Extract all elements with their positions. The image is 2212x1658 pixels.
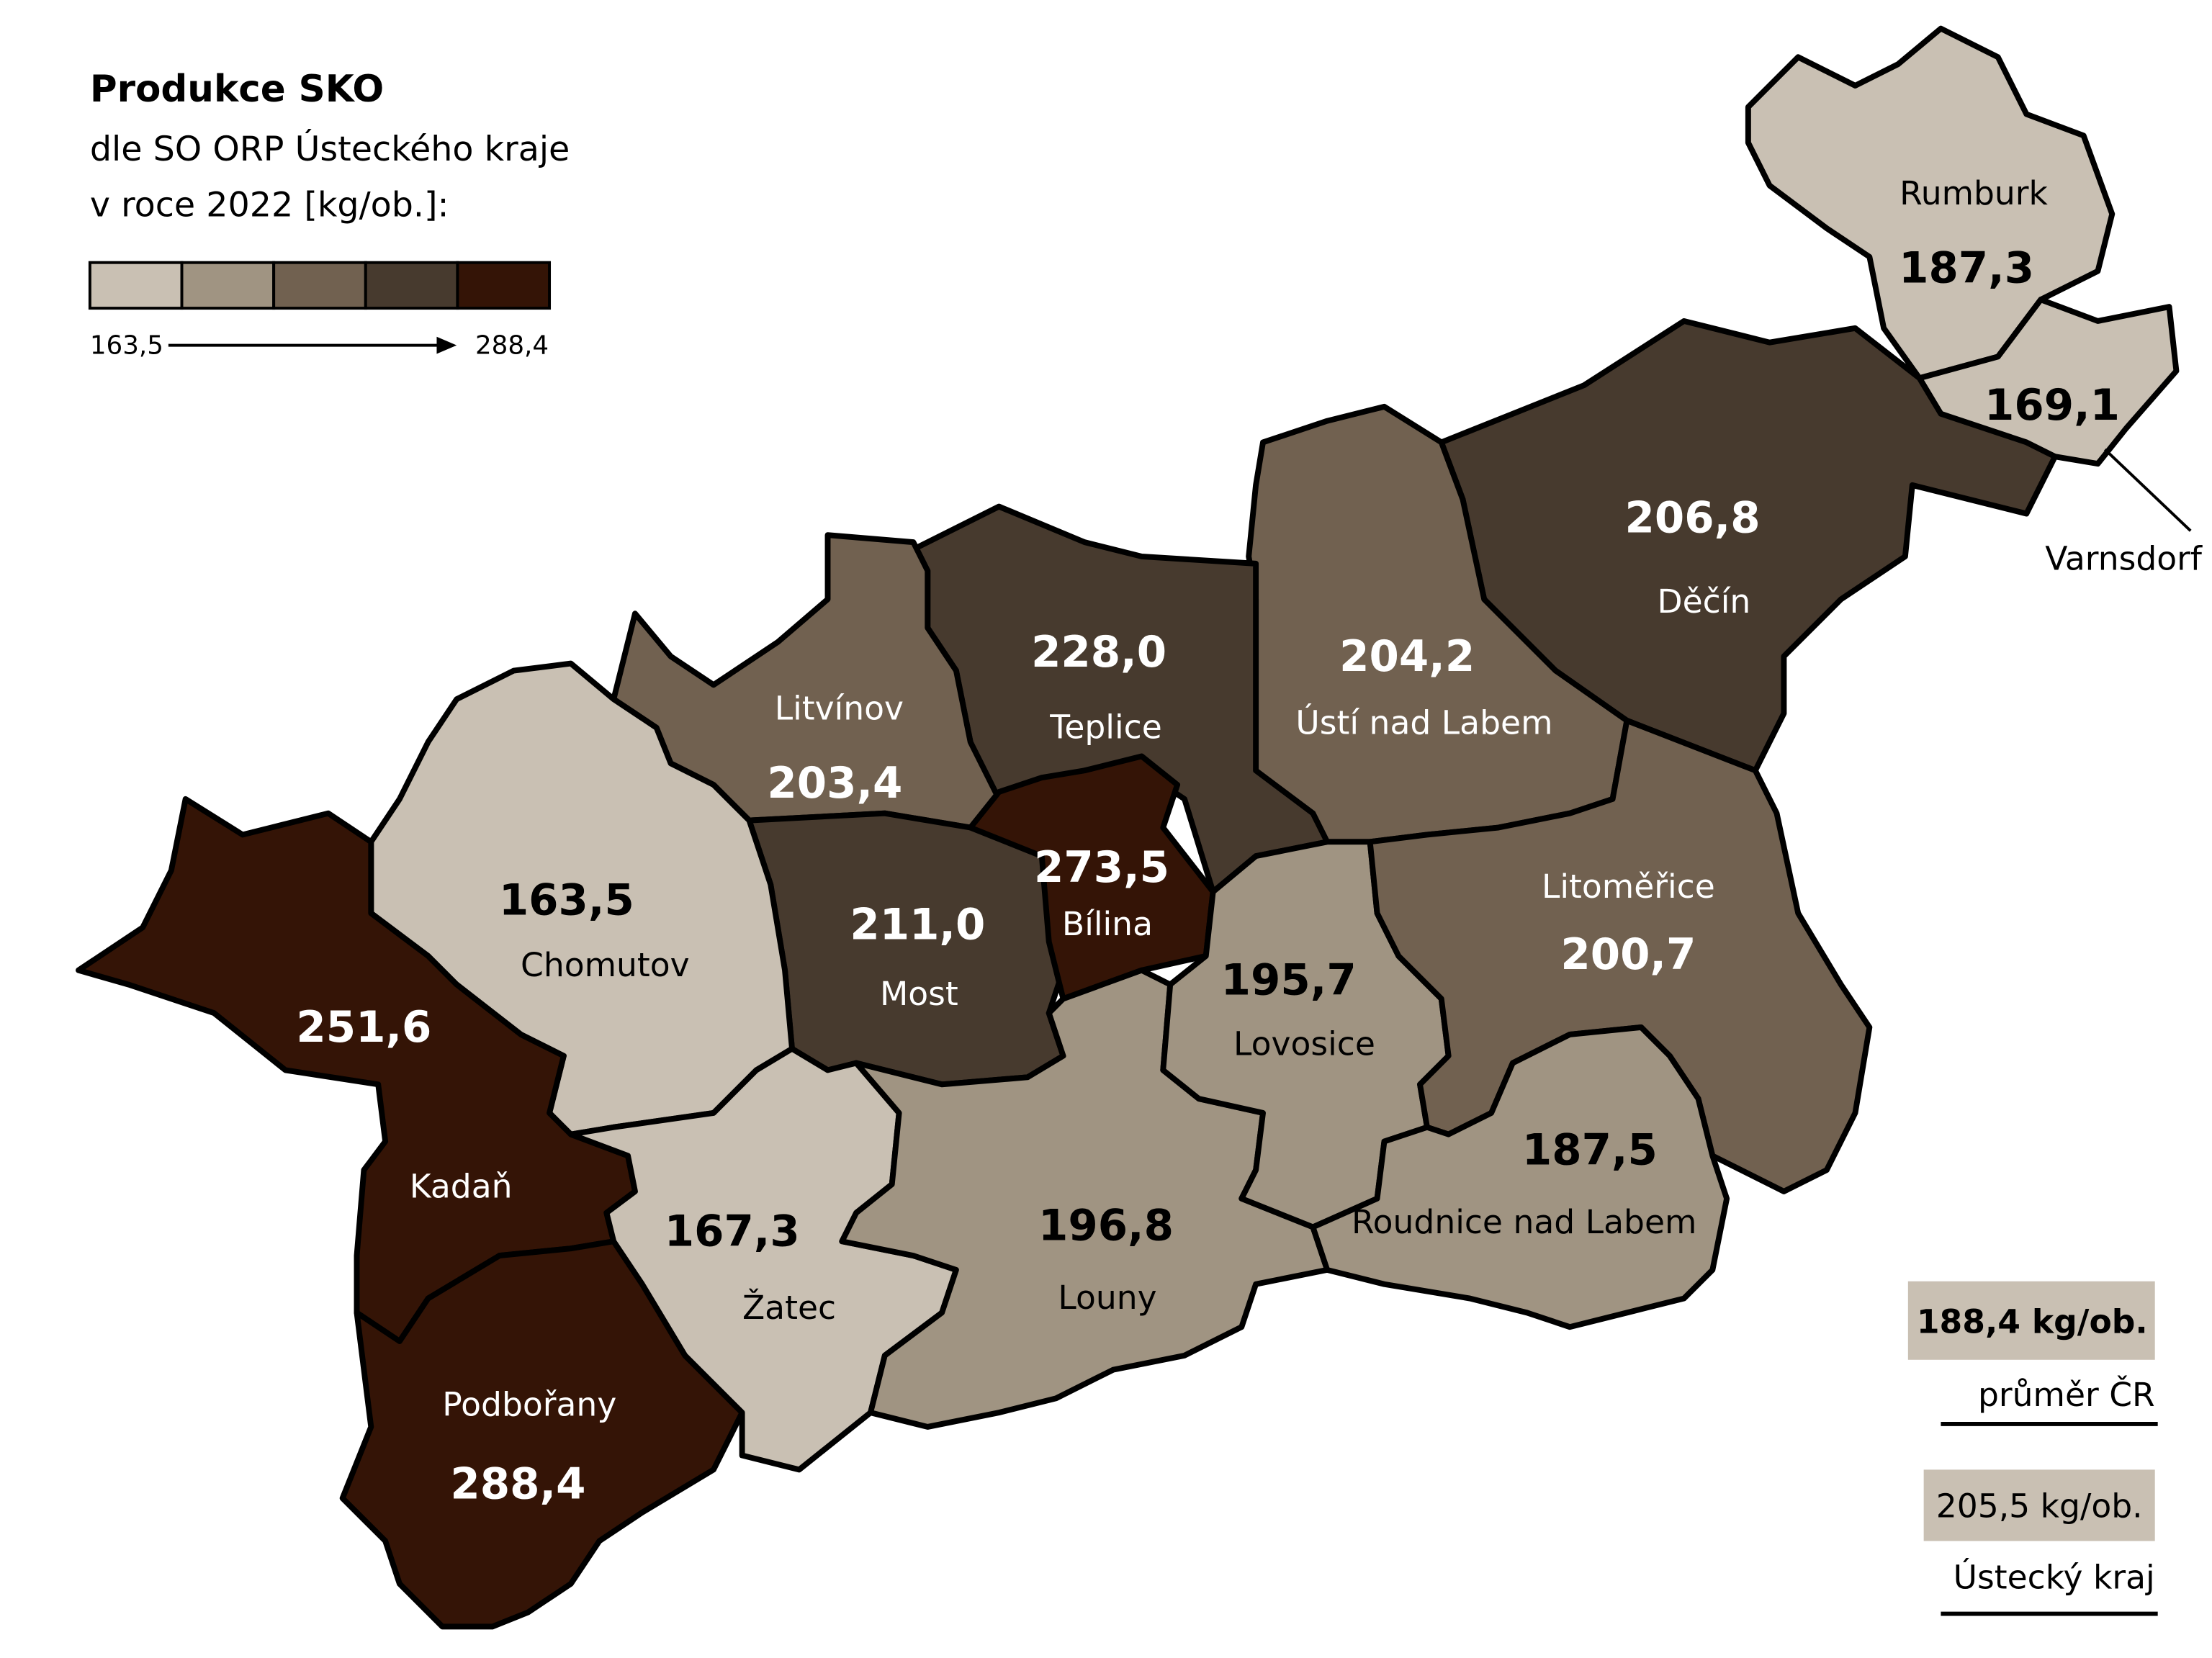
legend-swatch <box>272 261 367 310</box>
region-value: 211,0 <box>850 900 985 950</box>
region-value: 203,4 <box>767 759 902 808</box>
region-value: 169,1 <box>1984 381 2120 431</box>
legend-swatch <box>456 261 552 310</box>
region-value: 251,6 <box>296 1003 431 1053</box>
region-name: Žatec <box>742 1288 836 1327</box>
summary-label: průměr ČR <box>1978 1375 2155 1414</box>
region-name: Varnsdorf <box>2045 539 2203 577</box>
region-name: Podbořany <box>442 1386 616 1424</box>
summary-box <box>1907 1281 2155 1360</box>
region <box>839 967 1331 1430</box>
legend-min: 163,5 <box>90 331 163 361</box>
title: Produkce SKO <box>90 68 384 111</box>
region-name: Litoměřice <box>1542 868 1715 906</box>
region-name: Bílina <box>1062 905 1153 943</box>
region-value: 196,8 <box>1038 1202 1174 1251</box>
region-name: Ústí nad Labem <box>1295 703 1552 742</box>
subtitle: dle SO ORP Ústeckého kraje <box>90 128 570 169</box>
region <box>1745 25 2116 382</box>
region-value: 206,8 <box>1625 494 1761 544</box>
region-value: 200,7 <box>1560 930 1696 980</box>
legend-swatch <box>88 261 184 310</box>
region-value: 204,2 <box>1339 632 1475 682</box>
legend-swatch <box>364 261 459 310</box>
region <box>967 753 1216 1002</box>
summary-value: 188,4 kg/ob. <box>1917 1303 2148 1341</box>
region-value: 167,3 <box>665 1207 800 1256</box>
region-value: 288,4 <box>450 1459 585 1509</box>
region-name: Roudnice nad Labem <box>1352 1203 1696 1241</box>
region-value: 187,5 <box>1522 1126 1658 1176</box>
subtitle: v roce 2022 [kg/ob.]: <box>90 185 449 225</box>
region-name: Litvínov <box>775 690 904 728</box>
region-value: 187,3 <box>1899 244 2034 294</box>
region-name: Teplice <box>1049 708 1161 746</box>
region-name: Děčín <box>1658 582 1751 621</box>
region-name: Louny <box>1058 1279 1156 1317</box>
region-value: 273,5 <box>1034 843 1169 893</box>
legend-max: 288,4 <box>475 331 549 361</box>
region-value: 195,7 <box>1221 956 1357 1006</box>
summary-box <box>1923 1469 2155 1541</box>
labels: Rumburk 187,3 Varnsdorf 169,1 Děčín 206,8 Ústí… <box>296 174 2203 1509</box>
region-name: Lovosice <box>1233 1024 1375 1063</box>
legend-swatch <box>180 261 276 310</box>
leader-line <box>2103 448 2192 532</box>
legend <box>88 261 552 310</box>
region-value: 163,5 <box>499 876 634 926</box>
region-name: Chomutov <box>521 946 690 984</box>
summary-value: 205,5 kg/ob. <box>1936 1487 2143 1525</box>
region-name: Most <box>880 975 958 1013</box>
region-value: 228,0 <box>1031 628 1166 677</box>
region-name: Rumburk <box>1899 174 2048 212</box>
region <box>339 1238 745 1630</box>
legend-arrowhead <box>436 336 457 354</box>
region <box>1310 1024 1730 1330</box>
summary-label: Ústecký kraj <box>1954 1557 2155 1596</box>
regions <box>76 25 2180 1630</box>
region-name: Kadaň <box>410 1167 513 1205</box>
